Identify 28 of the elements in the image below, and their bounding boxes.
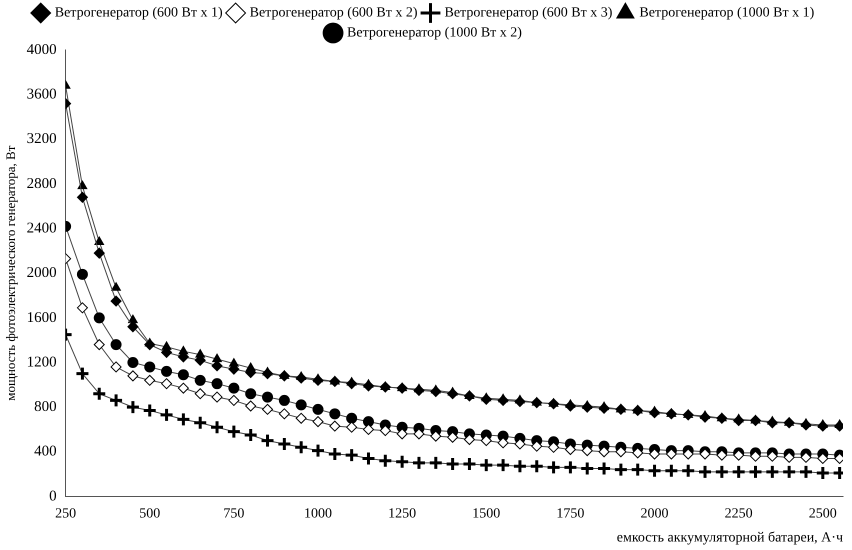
y-tick-label: 3200	[26, 131, 57, 148]
y-tick-label: 800	[34, 399, 57, 416]
x-tick-label: 500	[139, 506, 160, 522]
x-tick-label: 750	[223, 506, 244, 522]
y-tick-label: 4000	[26, 42, 57, 58]
y-tick-label: 2800	[26, 176, 57, 192]
y-tick-label: 2400	[26, 220, 57, 236]
y-tick-label: 1600	[26, 310, 57, 326]
y-tick-label: 3600	[26, 86, 57, 103]
legend-label: Ветрогенератор (1000 Вт x 1)	[639, 6, 815, 21]
y-tick-label: 1200	[26, 354, 57, 370]
legend-label: Ветрогенератор (600 Вт x 3)	[444, 6, 613, 21]
x-tick-label: 1250	[388, 506, 416, 522]
x-tick-label: 2000	[640, 506, 669, 522]
x-tick-label: 1750	[556, 506, 584, 522]
y-axis-title: мощность фотоэлектрического генератора, Вт	[3, 145, 18, 401]
x-tick-label: 250	[55, 506, 76, 522]
legend-label: Ветрогенератор (1000 Вт x 2)	[347, 26, 522, 41]
x-tick-label: 1500	[472, 506, 500, 522]
x-tick-label: 2500	[808, 506, 837, 522]
legend-label: Ветрогенератор (600 Вт x 1)	[54, 6, 223, 21]
y-tick-label: 0	[49, 488, 57, 504]
x-tick-label: 1000	[304, 506, 332, 522]
x-axis-title: емкость аккумуляторной батареи, А·ч	[616, 530, 843, 546]
legend-label: Ветрогенератор (600 Вт x 2)	[250, 6, 418, 21]
x-tick-label: 2250	[724, 506, 753, 522]
y-tick-label: 400	[34, 444, 57, 460]
y-tick-label: 2000	[26, 265, 57, 282]
